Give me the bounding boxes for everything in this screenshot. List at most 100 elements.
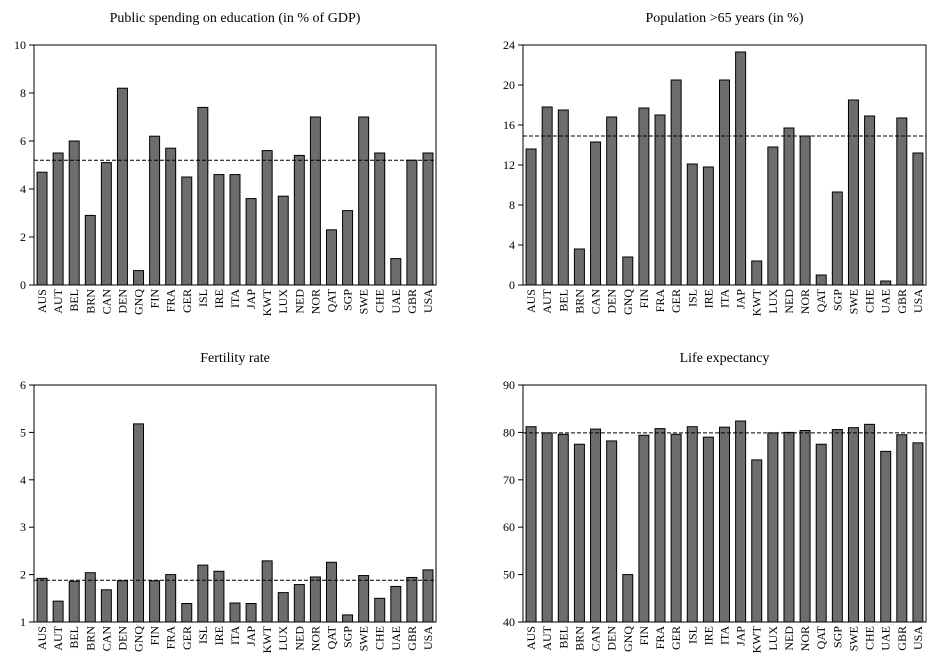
x-tick-label: JAP (244, 289, 258, 309)
x-tick-label: UAE (389, 626, 403, 651)
x-tick-label: SGP (830, 289, 844, 311)
bar-aus (36, 171, 48, 286)
bar-swe (847, 427, 859, 623)
x-tick-label: FIN (148, 626, 162, 646)
bar-den (606, 116, 618, 286)
bar-aut (541, 106, 553, 286)
bar-fra (165, 574, 177, 623)
bar-can (100, 162, 112, 286)
x-tick-label: IRE (701, 289, 715, 308)
bar-can (590, 428, 602, 623)
x-tick-label: USA (911, 289, 925, 313)
x-tick-label: GBR (405, 289, 419, 314)
bar-che (374, 152, 386, 286)
x-tick-label: CAN (589, 626, 603, 652)
y-tick-label: 4 (509, 238, 515, 252)
bar-qat (815, 443, 827, 623)
y-tick-label: 2 (20, 230, 26, 244)
y-tick-label: 20 (503, 78, 515, 92)
x-tick-label: QAT (814, 288, 828, 312)
y-tick-label: 6 (20, 134, 26, 148)
x-tick-label: AUT (51, 625, 65, 650)
bar-kwt (751, 459, 763, 623)
x-tick-label: AUT (51, 288, 65, 313)
bar-lux (277, 592, 289, 623)
x-tick-label: NED (782, 289, 796, 314)
y-tick-label: 3 (20, 520, 26, 534)
x-tick-label: KWT (260, 288, 274, 316)
bar-nor (799, 430, 811, 623)
x-tick-label: SGP (830, 626, 844, 648)
x-tick-label: SGP (341, 289, 355, 311)
x-tick-label: KWT (260, 625, 274, 653)
bar-brn (573, 248, 585, 286)
x-tick-label: KWT (750, 288, 764, 316)
x-tick-label: BRN (572, 289, 586, 314)
bar-fra (654, 114, 666, 286)
bar-isl (686, 426, 698, 623)
bar-usa (912, 152, 924, 286)
x-tick-label: UAE (879, 289, 893, 314)
x-tick-label: GER (180, 289, 194, 313)
bar-fin (638, 107, 650, 286)
x-tick-label: UAE (879, 626, 893, 651)
bar-aut (52, 152, 64, 286)
bar-usa (422, 569, 434, 623)
x-tick-label: CAN (99, 626, 113, 652)
x-tick-label: FIN (637, 626, 651, 646)
bar-isl (686, 163, 698, 286)
y-tick-label: 2 (20, 568, 26, 582)
x-tick-label: AUT (540, 625, 554, 650)
x-tick-label: JAP (244, 626, 258, 646)
chart-panel-2: Fertility rate 1 2 3 4 5 6 AUS AUT BEL BRN CAN DEN GN… (20, 351, 437, 653)
bar-nor (799, 135, 811, 286)
bar-che (374, 597, 386, 623)
x-tick-label: GNQ (132, 626, 146, 652)
x-tick-label: AUS (35, 626, 49, 650)
bar-aut (52, 600, 64, 623)
x-tick-label: GER (669, 289, 683, 313)
bar-ned (783, 127, 795, 286)
bar-sgp (831, 429, 843, 623)
x-tick-label: ISL (196, 626, 210, 644)
plot-frame (33, 44, 437, 286)
x-tick-label: DEN (115, 626, 129, 651)
bar-ita (229, 174, 241, 286)
y-tick-label: 0 (20, 278, 26, 292)
bar-ned (293, 154, 305, 286)
bar-swe (358, 116, 370, 286)
plot-frame (522, 44, 927, 286)
bar-ire (213, 570, 225, 623)
bar-gbr (896, 434, 908, 623)
bar-lux (767, 432, 779, 623)
bar-isl (197, 106, 209, 286)
x-tick-label: GNQ (132, 289, 146, 315)
bar-uae (390, 258, 402, 286)
bar-ned (293, 584, 305, 623)
x-tick-label: CAN (589, 289, 603, 315)
bar-usa (912, 442, 924, 623)
x-tick-label: AUS (35, 289, 49, 313)
bar-aus (525, 426, 537, 623)
bar-ger (670, 433, 682, 623)
bar-sgp (831, 191, 843, 286)
x-tick-label: CHE (373, 626, 387, 650)
x-tick-label: QAT (324, 288, 338, 312)
bar-fin (149, 580, 161, 623)
bar-qat (326, 561, 337, 623)
bar-ita (229, 602, 241, 623)
x-tick-label: CHE (373, 289, 387, 313)
bar-ita (719, 426, 730, 623)
x-tick-label: NED (292, 626, 306, 651)
bar-qat (815, 274, 827, 286)
bar-qat (326, 229, 337, 286)
chart-panel-1: Population >65 years (in %) 0 4 8 12 16 20 24 AU… (503, 11, 927, 316)
y-tick-label: 40 (503, 615, 515, 629)
x-tick-label: DEN (605, 626, 619, 651)
bar-usa (422, 152, 434, 286)
x-tick-label: ITA (718, 626, 732, 645)
bar-ger (181, 176, 193, 286)
x-tick-label: GER (180, 626, 194, 650)
x-tick-label: GNQ (621, 626, 635, 652)
bar-uae (880, 280, 892, 286)
